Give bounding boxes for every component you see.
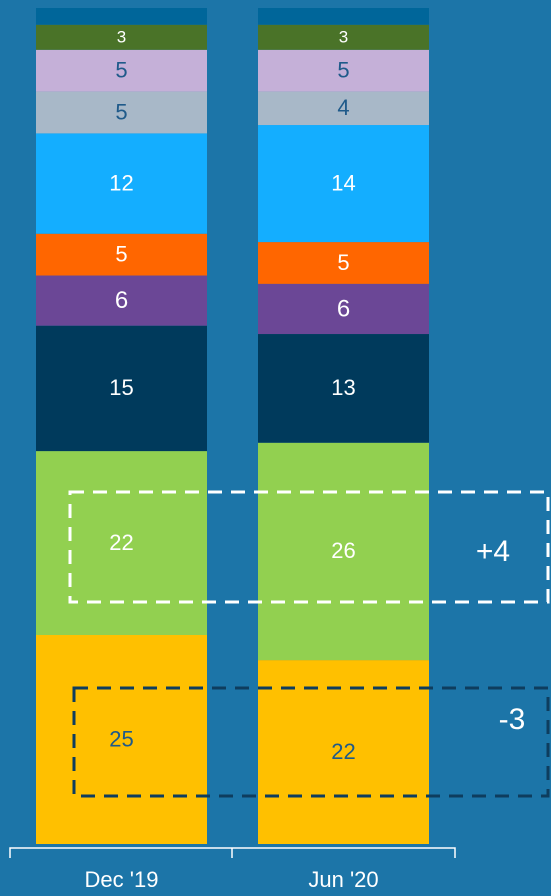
bar-segment xyxy=(258,283,429,335)
bar-segment xyxy=(258,49,429,92)
bar-segment xyxy=(36,275,207,326)
bars: 25 22 15 6 5 12 5 5 3 22 26 13 6 5 14 4 5 3 xyxy=(36,8,429,844)
highlight-box xyxy=(68,490,550,604)
bar-segment xyxy=(258,660,429,844)
value-label: 25 xyxy=(109,726,133,751)
value-label: 13 xyxy=(331,375,355,400)
bar-segment xyxy=(36,233,207,276)
bar-segment xyxy=(36,49,207,92)
x-tick-label: Jun '20 xyxy=(308,867,378,892)
value-label: 5 xyxy=(115,58,127,83)
bar-segment xyxy=(36,635,207,844)
x-axis xyxy=(9,847,456,858)
bar-segment xyxy=(258,91,429,126)
bar-segment xyxy=(258,242,429,284)
value-label: 4 xyxy=(337,95,349,120)
value-label: 15 xyxy=(109,375,133,400)
value-label: 12 xyxy=(109,170,133,195)
bar-segment xyxy=(258,125,429,243)
value-label: 5 xyxy=(337,58,349,83)
value-label: 3 xyxy=(117,28,126,47)
bar-segment xyxy=(258,8,429,25)
value-label: 5 xyxy=(115,241,127,266)
bar-segment xyxy=(258,334,429,443)
annotation: +4 xyxy=(476,535,510,568)
bar-segment xyxy=(36,451,207,635)
x-tick-label: Dec '19 xyxy=(85,867,159,892)
bar-segment xyxy=(258,442,429,661)
annotation: -3 xyxy=(499,703,526,736)
value-label: 3 xyxy=(339,28,348,47)
bar-segment xyxy=(36,91,207,134)
bar-segment xyxy=(258,24,429,50)
value-label: 22 xyxy=(109,530,133,555)
value-label: 22 xyxy=(331,739,355,764)
bar-segment xyxy=(36,24,207,50)
value-label: 26 xyxy=(331,538,355,563)
value-label: 14 xyxy=(331,170,355,195)
value-label: 6 xyxy=(115,287,128,314)
highlight-box xyxy=(72,686,550,798)
value-label: 5 xyxy=(337,250,349,275)
bar-segment xyxy=(36,133,207,234)
bar-segment xyxy=(36,8,207,25)
value-label: 6 xyxy=(337,295,350,322)
value-label: 5 xyxy=(115,99,127,124)
bar-segment xyxy=(36,325,207,452)
